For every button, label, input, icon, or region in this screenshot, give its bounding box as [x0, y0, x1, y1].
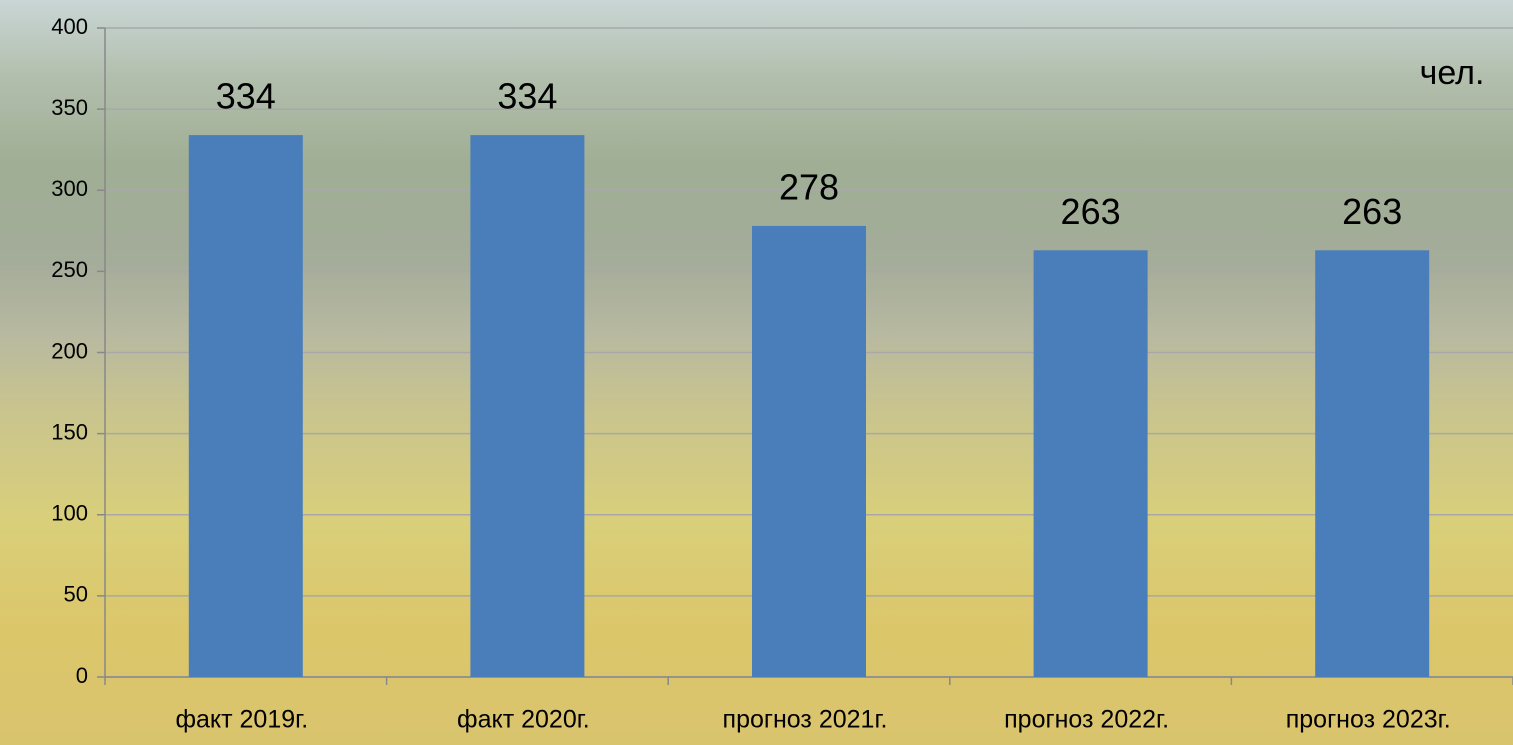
y-tick-label: 200	[51, 338, 88, 363]
x-tick-label: прогноз 2022г.	[1004, 706, 1169, 734]
x-tick-label: факт 2019г.	[175, 706, 308, 734]
y-tick-label: 100	[51, 501, 88, 526]
x-tick-label: факт 2020г.	[457, 706, 590, 734]
bar	[1315, 250, 1430, 677]
bar	[470, 135, 585, 677]
data-label: 334	[216, 76, 276, 117]
data-label: 334	[497, 76, 557, 117]
bar	[1033, 250, 1148, 677]
unit-label: чел.	[1420, 54, 1485, 92]
data-label: 263	[1061, 191, 1121, 232]
y-tick-label: 150	[51, 419, 88, 444]
y-tick-label: 50	[64, 582, 88, 607]
y-tick-label: 300	[51, 176, 88, 201]
y-tick-label: 0	[76, 663, 88, 688]
x-tick-label: прогноз 2023г.	[1286, 706, 1451, 734]
bar	[752, 225, 866, 677]
x-tick-label: прогноз 2021г.	[723, 706, 888, 734]
data-label: 263	[1342, 191, 1402, 232]
y-tick-label: 400	[51, 14, 88, 39]
bar	[188, 135, 303, 677]
y-tick-label: 350	[51, 95, 88, 120]
data-label: 278	[779, 166, 839, 207]
y-tick-label: 250	[51, 257, 88, 282]
